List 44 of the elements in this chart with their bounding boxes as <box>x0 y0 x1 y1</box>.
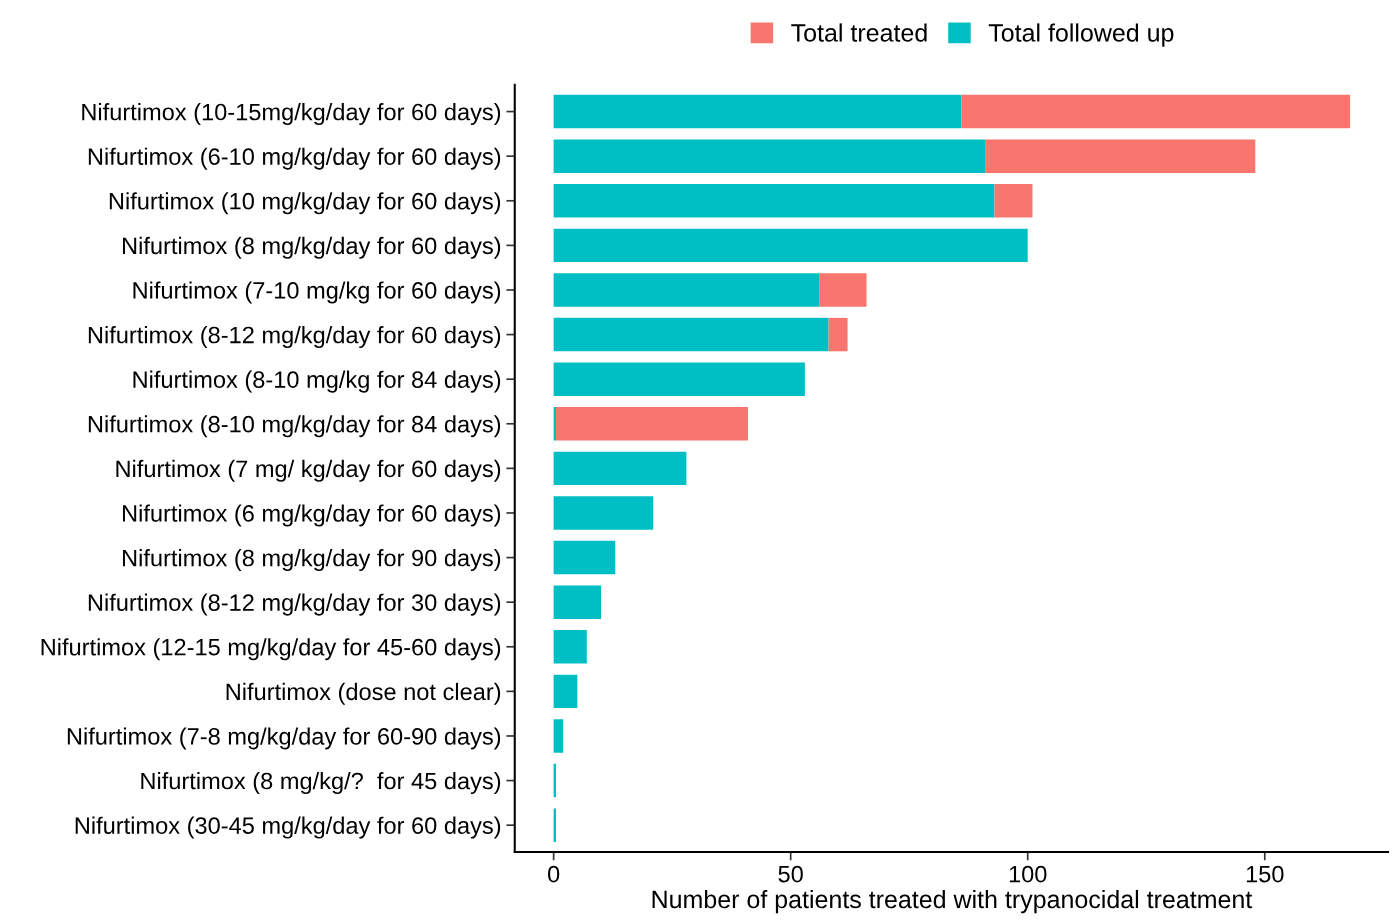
bar <box>553 540 616 575</box>
y-tick-label: Nifurtimox (8-12 mg/kg/day for 60 days) <box>88 326 501 349</box>
y-tick-label: Nifurtimox (8 mg/kg/? for 45 days) <box>141 772 501 795</box>
x-tick-label: 50 <box>778 865 803 883</box>
x-tick-label: 100 <box>1009 865 1047 883</box>
bar <box>553 228 1028 263</box>
bar <box>553 674 578 709</box>
bar <box>819 273 867 307</box>
y-tick-label: Nifurtimox (7 mg/ kg/day for 60 days) <box>116 459 501 482</box>
legend-label: Total treated <box>791 23 927 42</box>
y-tick-label: Nifurtimox (8-10 mg/kg for 84 days) <box>133 370 501 393</box>
bar <box>961 94 1351 129</box>
bar <box>994 184 1033 218</box>
bar <box>556 407 749 441</box>
bar <box>553 317 829 352</box>
y-tick-label: Nifurtimox (30-45 mg/kg/day for 60 days) <box>75 816 501 839</box>
bar <box>985 139 1256 173</box>
bar <box>553 362 805 396</box>
bar <box>553 273 820 307</box>
y-tick-label: Nifurtimox (12-15 mg/kg/day for 45-60 days) <box>41 638 501 661</box>
bar <box>553 139 986 173</box>
bar <box>553 496 654 530</box>
y-tick-label: Nifurtimox (8-10 mg/kg/day for 84 days) <box>88 415 501 438</box>
bar <box>553 94 962 129</box>
y-tick-label: Nifurtimox (dose not clear) <box>226 682 501 705</box>
y-tick-label: Nifurtimox (10 mg/kg/day for 60 days) <box>109 192 501 215</box>
y-tick-label: Nifurtimox (7-10 mg/kg for 60 days) <box>133 281 501 304</box>
legend-label: Total followed up <box>988 23 1174 47</box>
x-axis-title: Number of patients treated with trypanocidal treatment <box>652 889 1253 914</box>
bar <box>553 184 995 218</box>
y-tick-label: Nifurtimox (8-12 mg/kg/day for 30 days) <box>88 593 501 616</box>
y-tick-label: Nifurtimox (6-10 mg/kg/day for 60 days) <box>88 147 501 170</box>
y-tick-label: Nifurtimox (8 mg/kg/day for 90 days) <box>122 549 501 572</box>
bar <box>553 585 602 619</box>
x-tick-label: 0 <box>547 865 560 883</box>
y-tick-label: Nifurtimox (10-15mg/kg/day for 60 days) <box>82 103 501 126</box>
y-tick-label: Nifurtimox (8 mg/kg/day for 60 days) <box>122 236 501 259</box>
bar <box>553 451 687 486</box>
bar <box>553 630 587 664</box>
y-tick-label: Nifurtimox (7-8 mg/kg/day for 60-90 days) <box>67 727 501 750</box>
x-tick-label: 150 <box>1246 865 1284 883</box>
bar <box>828 317 848 352</box>
y-tick-label: Nifurtimox (6 mg/kg/day for 60 days) <box>122 504 501 527</box>
bar <box>553 719 564 753</box>
